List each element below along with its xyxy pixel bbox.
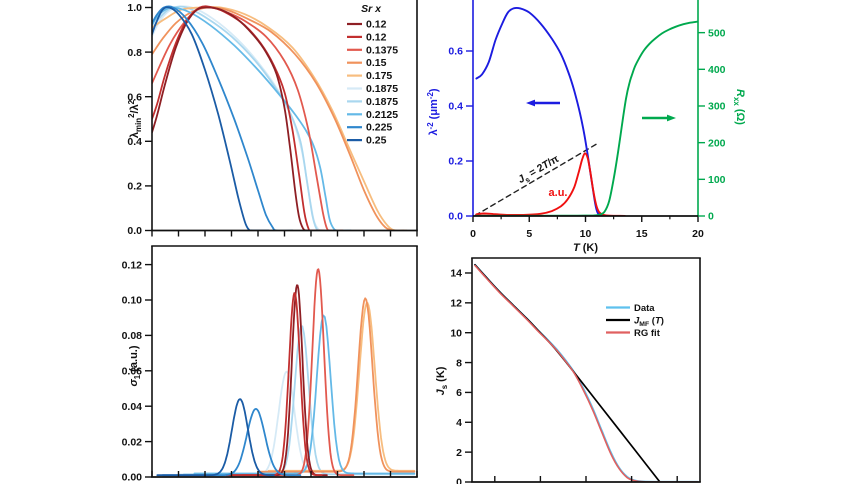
y-tick-label-left: 0.10 (122, 295, 143, 307)
series-group-stiffness-fit (474, 263, 699, 482)
series-group-lambda-norm (152, 5, 408, 231)
legend-label: Data (634, 303, 655, 314)
y-tick-label-left: 0.08 (122, 330, 143, 342)
y-tick-label-left: 4 (456, 417, 462, 429)
legend-label: 0.1375 (366, 44, 398, 56)
y-tick-label-right: 100 (708, 174, 726, 186)
legend-label: RG fit (634, 328, 661, 339)
series-Sr-0.25 (152, 6, 270, 231)
legend-title: Sr x (361, 3, 382, 15)
y-tick-label-left: 12 (450, 298, 462, 310)
annotation-text: Js = 2T/π (516, 153, 562, 188)
series-Sr-0.12-a (152, 6, 323, 231)
series-rg-fit (474, 264, 699, 482)
panel-lambda-inv-resistance: 0 5 10 15 20 0.8 0.6 0.4 0.2 0.0 600 500 400 300 200 10… (426, 0, 746, 254)
y-tick-label-left: 0.0 (127, 225, 142, 237)
series-sig-0.25 (156, 398, 275, 477)
y-tick-label-left: 0.8 (127, 47, 142, 59)
x-tick-label: 15 (636, 228, 648, 240)
x-axis-title-lambda-inv-resistance: T (K) (573, 242, 598, 254)
legend-label: 0.1875 (366, 83, 398, 95)
y-tick-label-left: 1.0 (127, 2, 142, 14)
legend-label: 0.1875 (366, 96, 398, 108)
series-group-sigma1-peaks (156, 268, 416, 477)
y-tick-label-right: 200 (708, 137, 726, 149)
y-tick-label-left: 0.0 (448, 211, 463, 223)
y-tick-label-left: 0.4 (127, 136, 142, 148)
legend-label: 0.12 (366, 31, 387, 43)
x-tick-label: 5 (526, 228, 532, 240)
y-tick-label-left: 0.8 (448, 0, 463, 3)
annotation-arrow-head (526, 99, 535, 107)
y-axis-title-lambda-inv-resistance: λ-2 (μm-2) (426, 88, 440, 135)
legend-stiffness-fit: Data JMF (T)RG fit (606, 303, 664, 339)
legend-label: JMF (T) (634, 316, 664, 329)
y-tick-label-left: 6 (456, 387, 462, 399)
y-axis-title-right-lambda-inv-resistance: Rxx (Ω) (732, 89, 746, 125)
legend-label: 0.175 (366, 70, 392, 82)
y-tick-label-left: 10 (450, 327, 462, 339)
legend-label: 0.225 (366, 122, 392, 134)
y-tick-label-right: 300 (708, 101, 726, 113)
series-sig-0.12-a (230, 284, 328, 477)
legend-label: 0.15 (366, 57, 387, 69)
y-tick-label-left: 0 (456, 477, 462, 484)
series-jmf-line (474, 263, 661, 482)
y-tick-label-left: 0.6 (448, 46, 463, 58)
x-tick-label: 20 (692, 228, 704, 240)
y-tick-label-left: 0.2 (127, 181, 142, 193)
y-tick-label-right: 0 (708, 211, 714, 223)
y-tick-label-left: 2 (456, 447, 462, 459)
series-lambda-inv-sq (475, 6, 613, 216)
series-group-lambda-inv-resistance (474, 6, 698, 216)
y-tick-label-left: 0.06 (122, 366, 143, 378)
x-tick-label: 10 (580, 228, 592, 240)
y-axis-title-lambda-norm: λmin2/λ2 (127, 99, 143, 138)
y-tick-label-left: 0.4 (448, 101, 463, 113)
series-sig-0.225 (161, 408, 302, 477)
annotation-arrow-head (667, 114, 676, 122)
legend-label: 0.25 (366, 135, 387, 147)
annotation-text: a.u. (549, 187, 568, 199)
legend-lambda-norm: Sr x0.120.120.13750.150.1750.18750.18750… (347, 3, 398, 147)
series-Sr-0.1375 (152, 6, 344, 231)
legend-label: 0.2125 (366, 109, 398, 121)
series-Sr-0.15 (152, 6, 405, 231)
y-tick-label-left: 0.02 (122, 436, 143, 448)
y-tick-label-right: 600 (708, 0, 726, 3)
y-tick-label-left: 8 (456, 357, 462, 369)
y-tick-label-left: 0.00 (122, 472, 143, 484)
y-axis-title-stiffness-fit: Js (K) (435, 366, 449, 395)
legend-label: 0.12 (366, 19, 387, 31)
panel-sigma1-peaks: 0.12 0.10 0.08 0.06 0.04 0.02 0.00 σ1 (a.u.) (122, 245, 418, 484)
y-axis-title-sigma1-peaks: σ1 (a.u.) (128, 345, 142, 386)
y-tick-label-right: 400 (708, 64, 726, 76)
series-bkt-criterion-dashed (474, 143, 598, 216)
series-Sr-0.1875-light (152, 5, 334, 231)
panel-stiffness-fit: 14 12 10 8 6 4 2 0 Js (K) Data JMF (T)RG fit (435, 257, 701, 484)
y-tick-label-left: 0.04 (122, 401, 143, 413)
x-tick-label: 0 (470, 228, 476, 240)
y-tick-label-left: 14 (450, 268, 462, 280)
series-Sr-0.175 (152, 6, 408, 231)
y-tick-label-left: 0.6 (127, 91, 142, 103)
series-data-curve (474, 263, 699, 482)
y-tick-label-left: 0.12 (122, 259, 143, 271)
y-tick-label-right: 500 (708, 27, 726, 39)
y-tick-label-left: 0.2 (448, 156, 463, 168)
